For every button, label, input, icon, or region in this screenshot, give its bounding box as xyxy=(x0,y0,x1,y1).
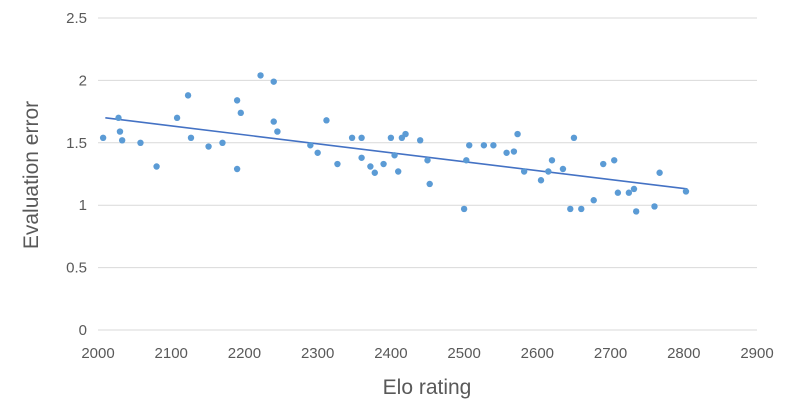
data-point xyxy=(651,203,658,210)
data-point xyxy=(548,157,556,164)
data-point xyxy=(632,208,640,215)
x-tick-label: 2800 xyxy=(667,345,700,362)
data-point xyxy=(578,205,585,213)
data-point xyxy=(371,169,378,176)
data-point xyxy=(323,117,330,124)
x-tick-label: 2300 xyxy=(301,345,334,362)
data-point xyxy=(380,160,387,168)
x-tick-label: 2500 xyxy=(447,345,480,362)
data-point xyxy=(391,152,398,159)
data-point xyxy=(590,197,597,204)
x-tick-labels: 2000 2100 2200 2300 2400 2500 2600 2700 2800 2900 xyxy=(81,345,773,362)
x-axis-title: Elo rating xyxy=(383,376,472,399)
y-tick-label: 0 xyxy=(79,322,87,339)
y-tick-labels: 0 0.5 1 1.5 2 2.5 xyxy=(66,10,87,339)
data-point xyxy=(233,165,241,173)
data-point xyxy=(503,149,510,156)
x-tick-label: 2700 xyxy=(594,345,627,362)
data-point xyxy=(570,134,578,142)
data-point xyxy=(520,168,528,175)
data-point xyxy=(334,160,341,168)
data-point xyxy=(614,189,622,196)
data-point xyxy=(205,143,212,150)
data-point xyxy=(274,128,281,135)
data-point xyxy=(116,128,124,135)
data-point xyxy=(537,177,545,184)
x-tick-label: 2400 xyxy=(374,345,407,362)
y-tick-label: 2.5 xyxy=(66,10,87,27)
data-point xyxy=(387,134,395,142)
y-tick-label: 0.5 xyxy=(66,260,87,277)
data-point xyxy=(137,139,144,146)
data-point xyxy=(630,185,638,193)
y-axis-title: Evaluation error xyxy=(20,101,43,249)
data-point xyxy=(348,134,356,142)
data-point xyxy=(115,114,122,122)
x-tick-label: 2100 xyxy=(155,345,188,362)
data-point xyxy=(514,130,521,138)
data-point xyxy=(545,168,552,175)
y-tick-label: 2 xyxy=(79,72,87,89)
data-point xyxy=(233,97,241,104)
data-point xyxy=(153,163,160,170)
x-tick-label: 2600 xyxy=(521,345,554,362)
data-point xyxy=(314,149,321,156)
data-point xyxy=(466,142,473,149)
data-point xyxy=(219,139,226,146)
data-point xyxy=(460,205,468,213)
data-point xyxy=(187,134,195,142)
data-point xyxy=(625,189,633,196)
data-point xyxy=(395,168,402,175)
data-point xyxy=(257,72,264,79)
data-point xyxy=(358,154,365,161)
data-point xyxy=(600,160,607,168)
data-point xyxy=(510,148,518,155)
data-point xyxy=(173,114,181,122)
x-tick-label: 2000 xyxy=(81,345,114,362)
data-point xyxy=(426,180,433,188)
data-point xyxy=(656,169,663,176)
data-point xyxy=(416,137,424,144)
data-point xyxy=(237,109,244,117)
data-point xyxy=(307,142,314,149)
data-point xyxy=(424,157,431,164)
data-point xyxy=(358,134,365,142)
x-tick-label: 2900 xyxy=(740,345,773,362)
data-point xyxy=(402,130,409,138)
y-tick-label: 1 xyxy=(79,197,87,214)
data-point xyxy=(270,78,277,85)
data-point xyxy=(463,157,470,164)
x-tick-label: 2200 xyxy=(228,345,261,362)
data-point xyxy=(118,137,126,144)
data-point xyxy=(270,118,277,125)
gridlines xyxy=(98,17,757,269)
data-point xyxy=(559,165,567,173)
data-points xyxy=(99,72,690,215)
data-point xyxy=(682,188,690,195)
data-point xyxy=(367,163,374,170)
y-tick-label: 1.5 xyxy=(66,135,87,152)
data-point xyxy=(490,142,497,149)
data-point xyxy=(184,92,192,99)
data-point xyxy=(567,205,574,213)
data-point xyxy=(611,157,618,164)
data-point xyxy=(99,134,107,142)
data-point xyxy=(480,142,488,149)
